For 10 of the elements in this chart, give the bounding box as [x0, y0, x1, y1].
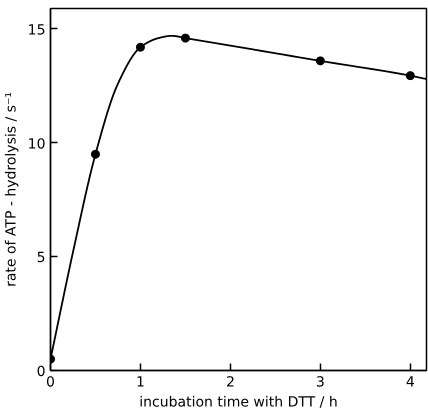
x-axis-title: incubation time with DTT / h	[139, 394, 338, 410]
x-tick-label: 2	[226, 374, 235, 390]
x-tick-label: 4	[406, 374, 415, 390]
y-tick-label: 15	[28, 22, 46, 38]
x-tick-label: 1	[136, 374, 145, 390]
y-axis-title: rate of ATP - hydrolysis / s⁻¹	[4, 92, 20, 287]
y-tick-label: 0	[36, 364, 46, 380]
y-tick-label: 5	[36, 250, 46, 266]
x-tick-label: 3	[316, 374, 325, 390]
y-tick-label: 10	[28, 136, 46, 152]
